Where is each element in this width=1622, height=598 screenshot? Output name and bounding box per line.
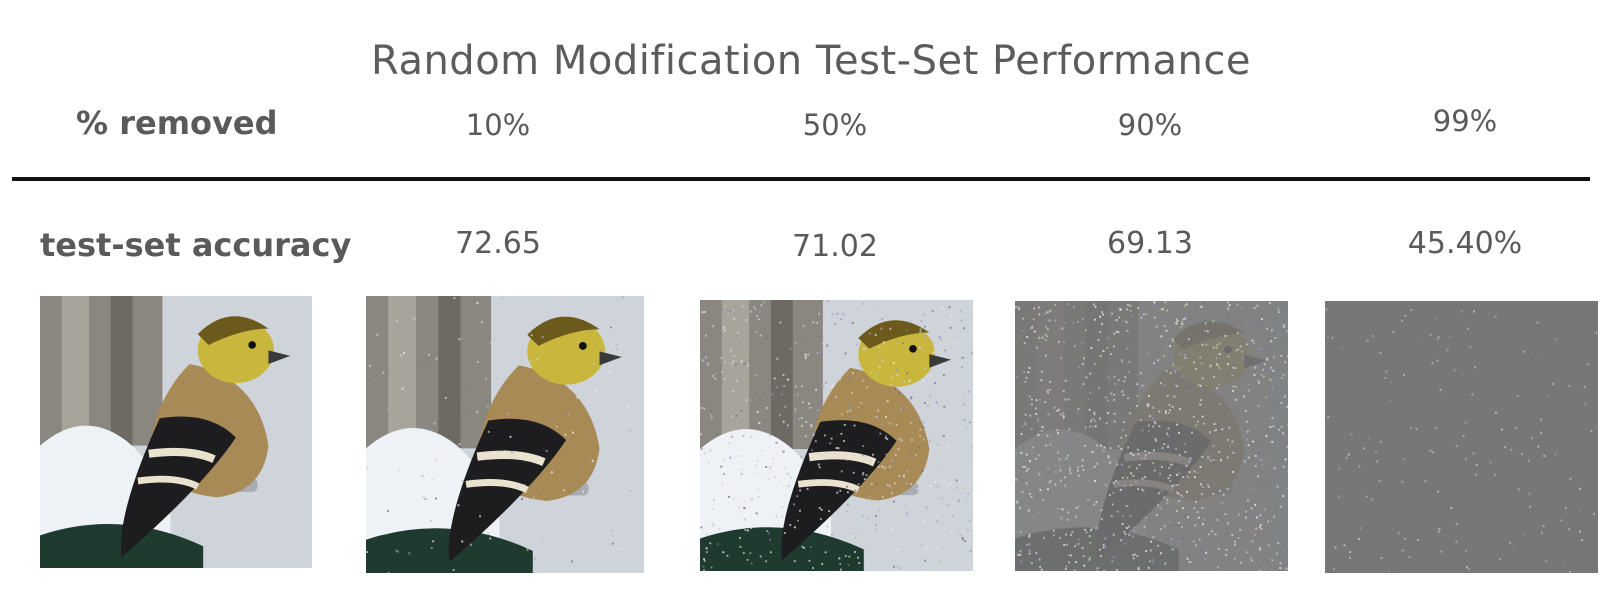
- bird-image-removed-99: [1325, 301, 1598, 573]
- col-header-90: 90%: [1117, 108, 1183, 142]
- removed-row-label: % removed: [76, 104, 278, 142]
- col-header-10: 10%: [465, 108, 531, 142]
- bird-picture: [366, 296, 644, 573]
- bird-picture: [700, 300, 973, 571]
- accuracy-10: 72.65: [455, 226, 541, 261]
- accuracy-90: 69.13: [1107, 226, 1193, 261]
- accuracy-row-label: test-set accuracy: [40, 226, 352, 264]
- accuracy-50: 71.02: [792, 229, 878, 264]
- col-header-99: 99%: [1432, 104, 1498, 138]
- bird-picture: [1015, 301, 1288, 571]
- bird-picture: [40, 296, 312, 568]
- header-divider: [12, 177, 1590, 181]
- bird-image-removed-90: [1015, 301, 1288, 571]
- bird-picture: [1325, 301, 1598, 573]
- col-header-50: 50%: [802, 108, 868, 142]
- bird-image-removed-50: [700, 300, 973, 571]
- accuracy-99: 45.40%: [1407, 226, 1523, 261]
- bird-image-removed-10: [366, 296, 644, 573]
- bird-image-original: [40, 296, 312, 568]
- figure-title: Random Modification Test-Set Performance: [371, 38, 1251, 84]
